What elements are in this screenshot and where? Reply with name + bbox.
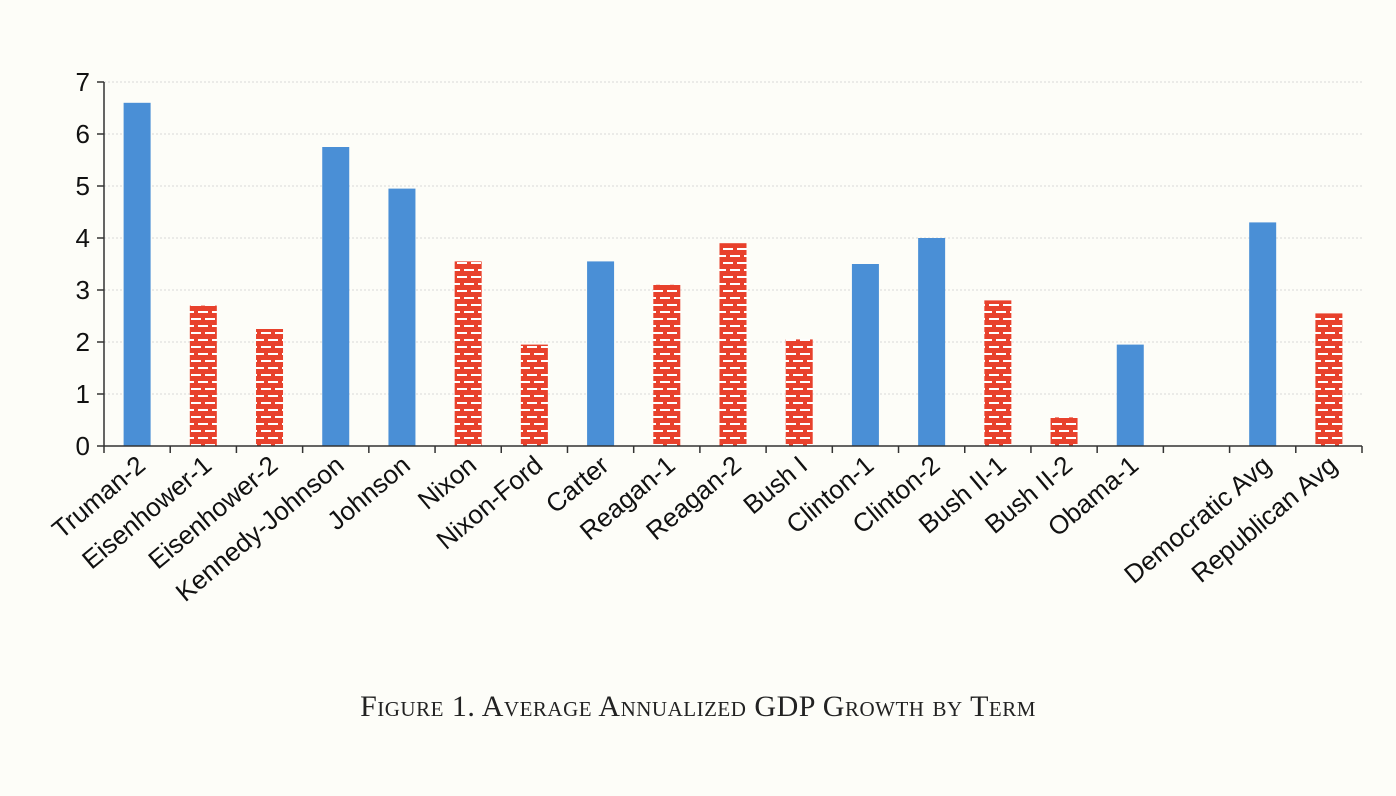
bars-group: [123, 102, 1343, 447]
bar-johnson: [388, 188, 416, 446]
bar-eisenhower-1: [189, 305, 217, 446]
bar-carter: [587, 261, 615, 446]
y-tick-label: 1: [76, 379, 90, 409]
bar-bush-ii-1: [984, 300, 1012, 446]
y-tick-label: 5: [76, 171, 90, 201]
y-tick-label: 7: [76, 67, 90, 97]
bar-bush-i: [785, 339, 813, 446]
y-tick-label: 6: [76, 119, 90, 149]
figure-caption: Figure 1. Average Annualized GDP Growth …: [360, 690, 1036, 723]
bar-nixon-ford: [520, 344, 548, 446]
bar-reagan-2: [719, 243, 747, 446]
bar-clinton-1: [851, 264, 879, 446]
bar-truman-2: [123, 102, 151, 447]
bar-kennedy-johnson: [322, 147, 350, 446]
bar-republican-avg: [1315, 313, 1343, 446]
bar-reagan-1: [653, 284, 681, 446]
y-tick-label: 3: [76, 275, 90, 305]
axes-group: [103, 82, 1362, 447]
x-category-labels: Truman-2Eisenhower-1Eisenhower-2Kennedy-…: [46, 446, 1363, 607]
gdp-growth-chart: 0 1 2 3 4 5 6 7 Truman-2Eisenhower-1Eisenhower-…: [46, 67, 1363, 607]
y-tick-label: 4: [76, 223, 90, 253]
bar-democratic-avg: [1249, 222, 1277, 446]
bar-bush-ii-2: [1050, 417, 1078, 446]
bar-clinton-2: [918, 238, 946, 446]
bar-eisenhower-2: [256, 329, 284, 446]
bar-nixon: [454, 261, 482, 446]
y-tick-label: 0: [76, 431, 90, 461]
bar-obama-1: [1116, 344, 1144, 446]
y-tick-label: 2: [76, 327, 90, 357]
y-tick-labels: 0 1 2 3 4 5 6 7: [76, 67, 104, 461]
